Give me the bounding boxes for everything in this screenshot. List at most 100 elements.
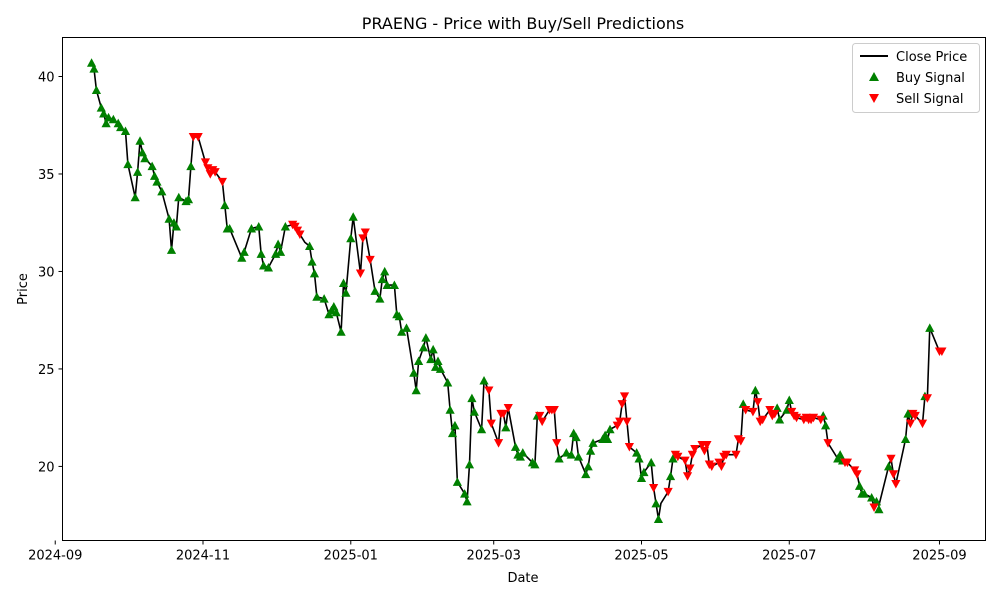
sell-signal-marker <box>716 462 727 472</box>
sell-signal-marker <box>615 417 625 427</box>
buy-signal-marker <box>418 342 429 352</box>
buy-signal-marker <box>501 422 511 432</box>
sell-signal-marker <box>673 452 683 462</box>
buy-signal-marker <box>588 438 598 447</box>
buy-signal-marker <box>634 454 644 463</box>
sell-signal-marker <box>663 487 673 497</box>
sell-signal-marker <box>791 413 802 423</box>
buy-signal-marker <box>101 118 111 128</box>
buy-signal-marker <box>341 288 351 297</box>
sell-signal-marker <box>753 398 763 407</box>
sell-signal-marker <box>721 450 731 460</box>
sell-signal-marker <box>200 158 211 167</box>
sell-signal-marker <box>493 439 504 448</box>
y-tick-label: 40 <box>38 70 55 85</box>
sell-signal-marker <box>869 503 879 512</box>
buy-signal-marker <box>411 385 421 395</box>
buy-signal-marker <box>854 481 865 490</box>
sell-signal-marker <box>702 441 712 450</box>
sell-signal-marker <box>922 394 932 403</box>
sell-signal-marker <box>917 419 928 429</box>
buy-signal-marker <box>305 241 315 251</box>
chart-title: PRAENG - Price with Buy/Sell Predictions <box>362 14 684 33</box>
buy-signal-marker <box>925 323 935 332</box>
buy-signal-marker <box>530 459 540 469</box>
buy-signal-marker <box>450 420 460 430</box>
buy-signal-marker <box>103 112 114 122</box>
buy-signal-marker <box>394 311 404 321</box>
buy-signal-marker <box>426 354 436 364</box>
x-tick-label: 2024-11 <box>176 549 230 564</box>
buy-signal-marker <box>583 461 593 471</box>
sell-signal-marker <box>617 400 627 409</box>
buy-signal-marker <box>581 469 591 479</box>
buy-signal-marker <box>571 432 581 442</box>
buy-signal-marker <box>389 280 399 290</box>
buy-signal-marker <box>380 266 390 276</box>
legend-box <box>852 43 980 113</box>
buy-signal-marker <box>433 356 443 366</box>
x-tick-label: 2025-07 <box>762 549 816 564</box>
buy-signal-marker <box>653 514 664 523</box>
buy-signal-marker <box>157 186 167 196</box>
x-axis-label: Date <box>507 571 538 586</box>
x-tick-label: 2025-09 <box>912 549 966 564</box>
buy-signal-marker <box>477 424 487 434</box>
buy-signal-marker <box>464 459 475 469</box>
buy-signal-marker <box>108 114 118 124</box>
buy-signal-marker <box>573 452 584 461</box>
sell-signal-marker <box>484 386 494 395</box>
sell-signal-marker <box>736 437 746 446</box>
y-axis-label: Price <box>16 273 31 305</box>
sell-signal-marker <box>217 177 227 187</box>
buy-signal-marker <box>428 344 438 354</box>
buy-signal-marker <box>263 262 274 272</box>
buy-signal-marker <box>377 274 387 284</box>
buy-signal-marker <box>903 409 913 418</box>
buy-signal-marker <box>821 420 831 430</box>
sell-signal-marker <box>624 443 634 452</box>
buy-signal-marker <box>605 424 615 434</box>
buy-signal-marker <box>518 448 528 457</box>
legend-buy-signal-swatch <box>869 72 879 81</box>
buy-signal-marker <box>435 364 446 373</box>
buy-signal-marker <box>409 368 419 377</box>
legend-sell-signal-swatch <box>869 94 879 103</box>
sell-signal-marker <box>552 439 562 448</box>
buy-signal-marker <box>273 239 283 249</box>
buy-signal-marker <box>750 385 760 395</box>
buy-signal-marker <box>867 493 877 502</box>
buy-signal-marker <box>467 393 477 403</box>
sell-signal-marker <box>852 470 862 479</box>
y-tick-label: 35 <box>38 168 55 183</box>
sell-signal-marker <box>842 458 853 468</box>
sell-signal-marker <box>823 439 833 448</box>
buy-signal-marker <box>452 477 462 486</box>
sell-signal-marker <box>690 444 700 454</box>
sell-signal-marker <box>937 347 947 356</box>
buy-signal-marker <box>307 257 317 266</box>
buy-signal-marker <box>348 212 358 221</box>
sell-signal-marker <box>486 419 496 429</box>
buy-signal-marker <box>312 292 322 301</box>
sell-signal-marker <box>905 419 916 429</box>
buy-signal-marker <box>346 233 356 243</box>
buy-signal-marker <box>99 108 109 118</box>
sell-signal-marker <box>680 456 690 466</box>
buy-signal-marker <box>602 434 613 444</box>
sell-signal-marker <box>503 404 513 413</box>
sell-signal-marker <box>193 133 203 142</box>
plot-frame <box>62 37 986 541</box>
buy-signal-marker <box>668 454 678 463</box>
sell-signal-marker <box>619 392 630 401</box>
buy-signal-marker <box>414 356 424 366</box>
sell-signal-marker <box>808 413 819 423</box>
buy-signal-marker <box>586 446 596 455</box>
sell-signal-marker <box>816 415 826 425</box>
buy-signal-marker <box>319 294 329 303</box>
buy-signal-marker <box>375 294 385 303</box>
buy-signal-marker <box>510 442 521 451</box>
sell-signal-marker <box>549 405 559 415</box>
sell-signal-marker <box>707 462 717 472</box>
y-tick-label: 30 <box>38 265 55 280</box>
